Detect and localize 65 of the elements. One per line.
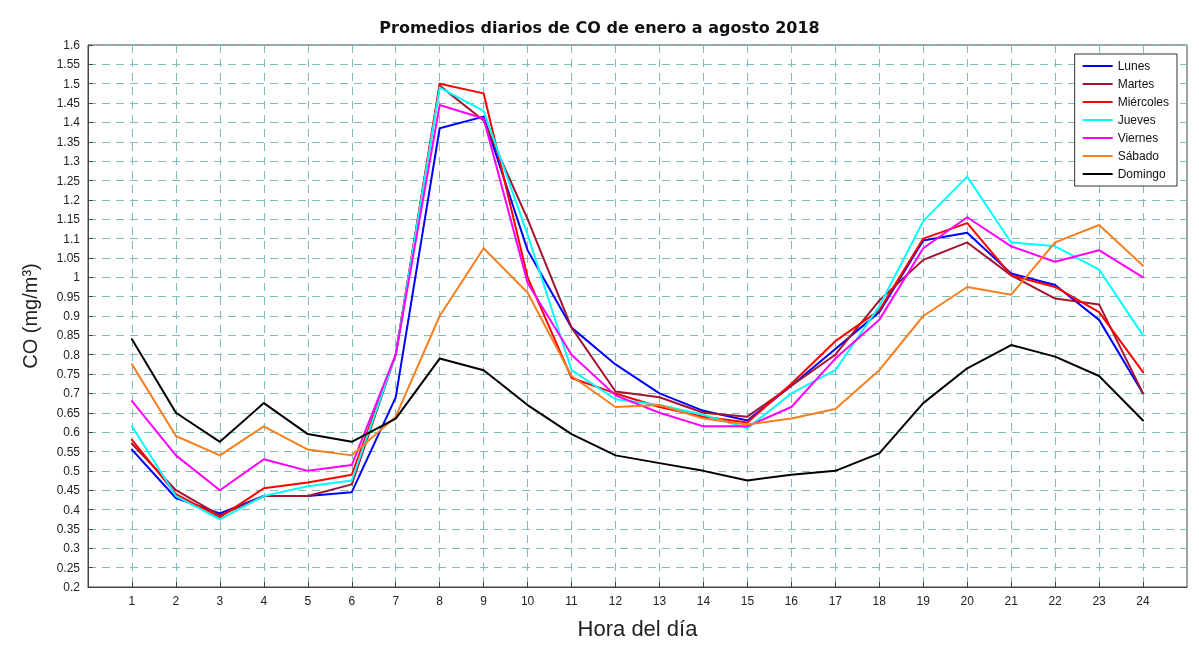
x-tick-label: 20 xyxy=(960,594,975,608)
x-tick-label: 8 xyxy=(436,594,444,608)
y-tick-label: 0.85 xyxy=(56,328,81,343)
y-tick-label: 0.6 xyxy=(63,425,81,440)
y-tick-label: 0.4 xyxy=(63,502,81,517)
x-tick-label: 4 xyxy=(260,594,268,608)
x-tick-label: 3 xyxy=(216,594,224,608)
y-tick-label: 0.35 xyxy=(56,521,81,536)
legend-label: Miércoles xyxy=(1117,95,1170,109)
y-tick-label: 1.35 xyxy=(56,134,81,149)
y-tick-label: 1 xyxy=(73,270,81,285)
chart-title: Promedios diarios de CO de enero a agosto 2018 xyxy=(379,17,820,37)
line-series xyxy=(130,224,1145,457)
y-tick-label: 0.2 xyxy=(63,580,81,594)
y-tick-label: 0.8 xyxy=(63,347,81,362)
x-tick-label: 17 xyxy=(828,594,843,608)
y-tick-label: 0.65 xyxy=(56,405,81,420)
x-tick-label: 21 xyxy=(1004,594,1019,608)
x-tick-label: 24 xyxy=(1136,594,1151,608)
y-tick-label: 0.5 xyxy=(63,463,81,478)
x-tick-label: 11 xyxy=(565,594,579,608)
legend-label: Sábado xyxy=(1117,149,1160,163)
legend-label: Lunes xyxy=(1117,59,1151,73)
x-tick-label: 23 xyxy=(1092,594,1107,608)
line-series xyxy=(130,338,1145,482)
y-tick-label: 0.45 xyxy=(56,483,81,498)
x-axis-title: Hora del día xyxy=(577,615,699,641)
x-tick-label: 22 xyxy=(1048,594,1063,608)
y-tick-label: 0.3 xyxy=(63,541,81,556)
legend-label: Domingo xyxy=(1117,167,1166,181)
legend-label: Viernes xyxy=(1117,131,1159,145)
x-tick-label: 7 xyxy=(392,594,400,608)
x-tick-label: 6 xyxy=(348,594,356,608)
x-tick-label: 16 xyxy=(784,594,799,608)
legend-label: Martes xyxy=(1117,77,1155,91)
x-tick-label: 10 xyxy=(520,594,535,608)
y-tick-label: 0.55 xyxy=(56,444,81,459)
x-tick-label: 18 xyxy=(872,594,887,608)
y-tick-label: 1.6 xyxy=(63,38,81,52)
x-tick-label: 1 xyxy=(128,594,136,608)
y-tick-label: 1.55 xyxy=(56,57,81,72)
y-axis-title: CO (mg/m³) xyxy=(19,263,41,369)
y-tick-label: 1.5 xyxy=(63,76,81,91)
x-tick-label: 15 xyxy=(740,594,755,608)
x-tick-label: 14 xyxy=(696,594,711,608)
y-tick-label: 1.25 xyxy=(56,173,81,188)
y-tick-label: 1.4 xyxy=(63,115,81,130)
y-tick-label: 1.1 xyxy=(63,231,81,246)
x-tick-label: 5 xyxy=(304,594,312,608)
y-tick-label: 0.25 xyxy=(56,560,81,575)
y-tick-label: 1.15 xyxy=(56,212,81,227)
y-tick-label: 0.9 xyxy=(63,309,81,323)
y-tick-label: 0.75 xyxy=(56,367,81,382)
y-tick-label: 0.7 xyxy=(63,386,81,401)
x-tick-label: 12 xyxy=(608,594,623,608)
x-tick-label: 2 xyxy=(172,594,180,608)
x-tick-label: 9 xyxy=(480,594,488,608)
y-tick-label: 1.2 xyxy=(63,192,81,207)
legend-label: Jueves xyxy=(1117,113,1156,127)
x-tick-label: 19 xyxy=(916,594,931,608)
y-tick-label: 1.45 xyxy=(56,96,81,111)
x-tick-label: 13 xyxy=(652,594,667,608)
y-tick-label: 1.3 xyxy=(63,154,81,169)
y-tick-label: 0.95 xyxy=(56,289,81,304)
y-tick-label: 1.05 xyxy=(56,250,81,265)
